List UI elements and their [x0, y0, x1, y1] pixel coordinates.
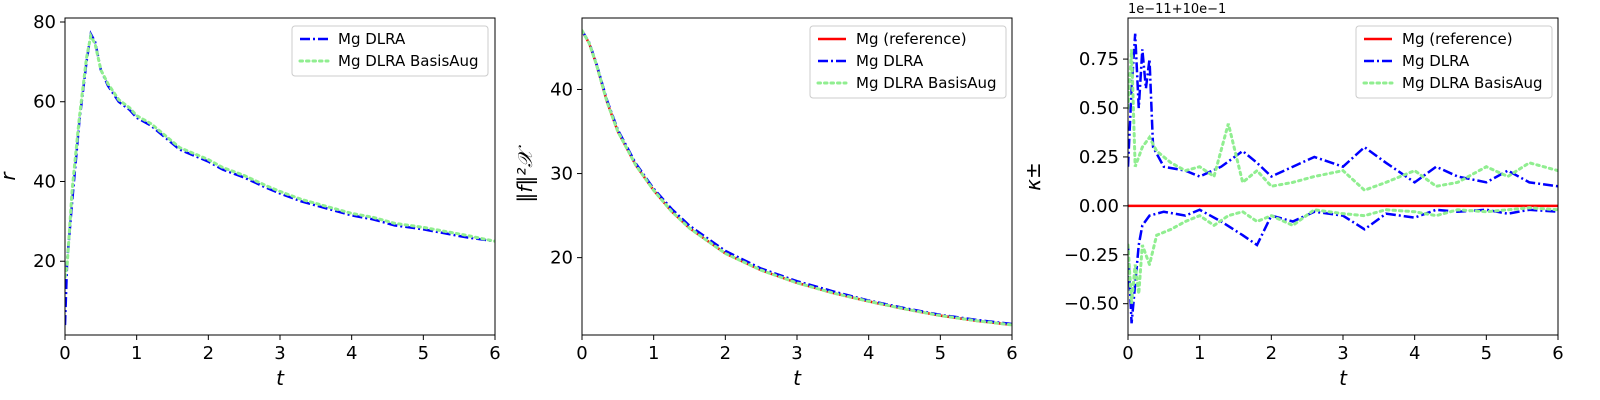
- y-tick-label: 40: [33, 171, 56, 192]
- x-tick-label: 0: [59, 343, 70, 364]
- x-tick-label: 5: [935, 343, 946, 364]
- x-axis-label: t: [1339, 366, 1348, 390]
- x-tick-label: 0: [576, 343, 587, 364]
- x-tick-label: 1: [648, 343, 659, 364]
- y-tick-label: 0.50: [1079, 98, 1119, 119]
- x-tick-label: 1: [1194, 343, 1205, 364]
- legend-label: Mg DLRA: [1402, 52, 1470, 70]
- series-line-mg-dlra: [65, 30, 495, 326]
- y-tick-label: 0.75: [1079, 49, 1119, 70]
- x-tick-label: 1: [131, 343, 142, 364]
- x-tick-label: 0: [1122, 343, 1133, 364]
- legend-label: Mg (reference): [1402, 30, 1513, 48]
- chart-panel-1: 0 1 2 3 4 5 6 20 40 60 80 t r Mg DLRA Mg DLRA BasisAug: [0, 12, 501, 390]
- y-tick-label: 20: [550, 248, 573, 269]
- x-tick-label: 2: [1266, 343, 1277, 364]
- y-axis-label: r: [0, 171, 20, 181]
- y-axis-label: ‖f‖²𝒳: [513, 145, 537, 203]
- series-group: [582, 29, 1012, 327]
- x-tick-label: 3: [274, 343, 285, 364]
- chart-panel-2: 0 1 2 3 4 5 6 20 30 40 t ‖f‖²𝒳 Mg (reference) Mg DLRA…: [513, 17, 1018, 390]
- axis-offset-text: 1e−11+10e−1: [1128, 2, 1226, 17]
- x-tick-label: 5: [1481, 343, 1492, 364]
- x-tick-label: 4: [863, 343, 874, 364]
- y-tick-label: −0.25: [1064, 245, 1119, 266]
- x-tick-label: 3: [1337, 343, 1348, 364]
- legend-box: [809, 25, 1007, 99]
- legend-label: Mg DLRA BasisAug: [856, 74, 997, 92]
- x-tick-label: 2: [203, 343, 214, 364]
- series-line-mg-dlra-basisaug: [1128, 206, 1558, 304]
- y-tick-label: 0.00: [1079, 196, 1119, 217]
- legend-label: Mg DLRA: [856, 52, 924, 70]
- series-line-mg-dlra-basisaug: [582, 29, 1012, 327]
- series-line-mg-dlra: [1128, 33, 1558, 188]
- y-tick-label: 80: [33, 12, 56, 33]
- legend: Mg (reference) Mg DLRA Mg DLRA BasisAug: [1355, 25, 1553, 99]
- y-tick-label: 20: [33, 251, 56, 272]
- series-group: [1128, 33, 1558, 324]
- y-axis-label: κ±: [1021, 162, 1045, 191]
- x-tick-label: 6: [1552, 343, 1563, 364]
- series-line-mg-dlra-basisaug: [1128, 49, 1558, 192]
- legend-box: [1355, 25, 1553, 99]
- x-tick-label: 5: [418, 343, 429, 364]
- y-tick-label: −0.50: [1064, 294, 1119, 315]
- y-tick-label: 0.25: [1079, 147, 1119, 168]
- y-tick-label: 60: [33, 92, 56, 113]
- legend-label: Mg DLRA BasisAug: [338, 52, 479, 70]
- x-tick-label: 3: [791, 343, 802, 364]
- x-tick-label: 6: [1006, 343, 1017, 364]
- x-tick-label: 6: [489, 343, 500, 364]
- legend-label: Mg DLRA BasisAug: [1402, 74, 1543, 92]
- x-axis-label: t: [276, 366, 285, 390]
- legend-box: [291, 25, 489, 77]
- chart-panel-3: 0 1 2 3 4 5 6 −0.50 −0.25 0.00 0.25 0.50 0.75 t κ± 1e−1…: [1021, 2, 1564, 390]
- series-line-mg-dlra-basisaug: [65, 31, 495, 279]
- x-tick-label: 2: [720, 343, 731, 364]
- x-tick-label: 4: [346, 343, 357, 364]
- legend: Mg (reference) Mg DLRA Mg DLRA BasisAug: [809, 25, 1007, 99]
- x-axis-label: t: [793, 366, 802, 390]
- legend-label: Mg (reference): [856, 30, 967, 48]
- legend: Mg DLRA Mg DLRA BasisAug: [291, 25, 489, 77]
- y-tick-label: 40: [550, 79, 573, 100]
- legend-label: Mg DLRA: [338, 30, 406, 48]
- series-line-mg-dlra: [1128, 208, 1558, 324]
- y-tick-label: 30: [550, 164, 573, 185]
- series-group: [65, 30, 495, 326]
- x-tick-label: 4: [1409, 343, 1420, 364]
